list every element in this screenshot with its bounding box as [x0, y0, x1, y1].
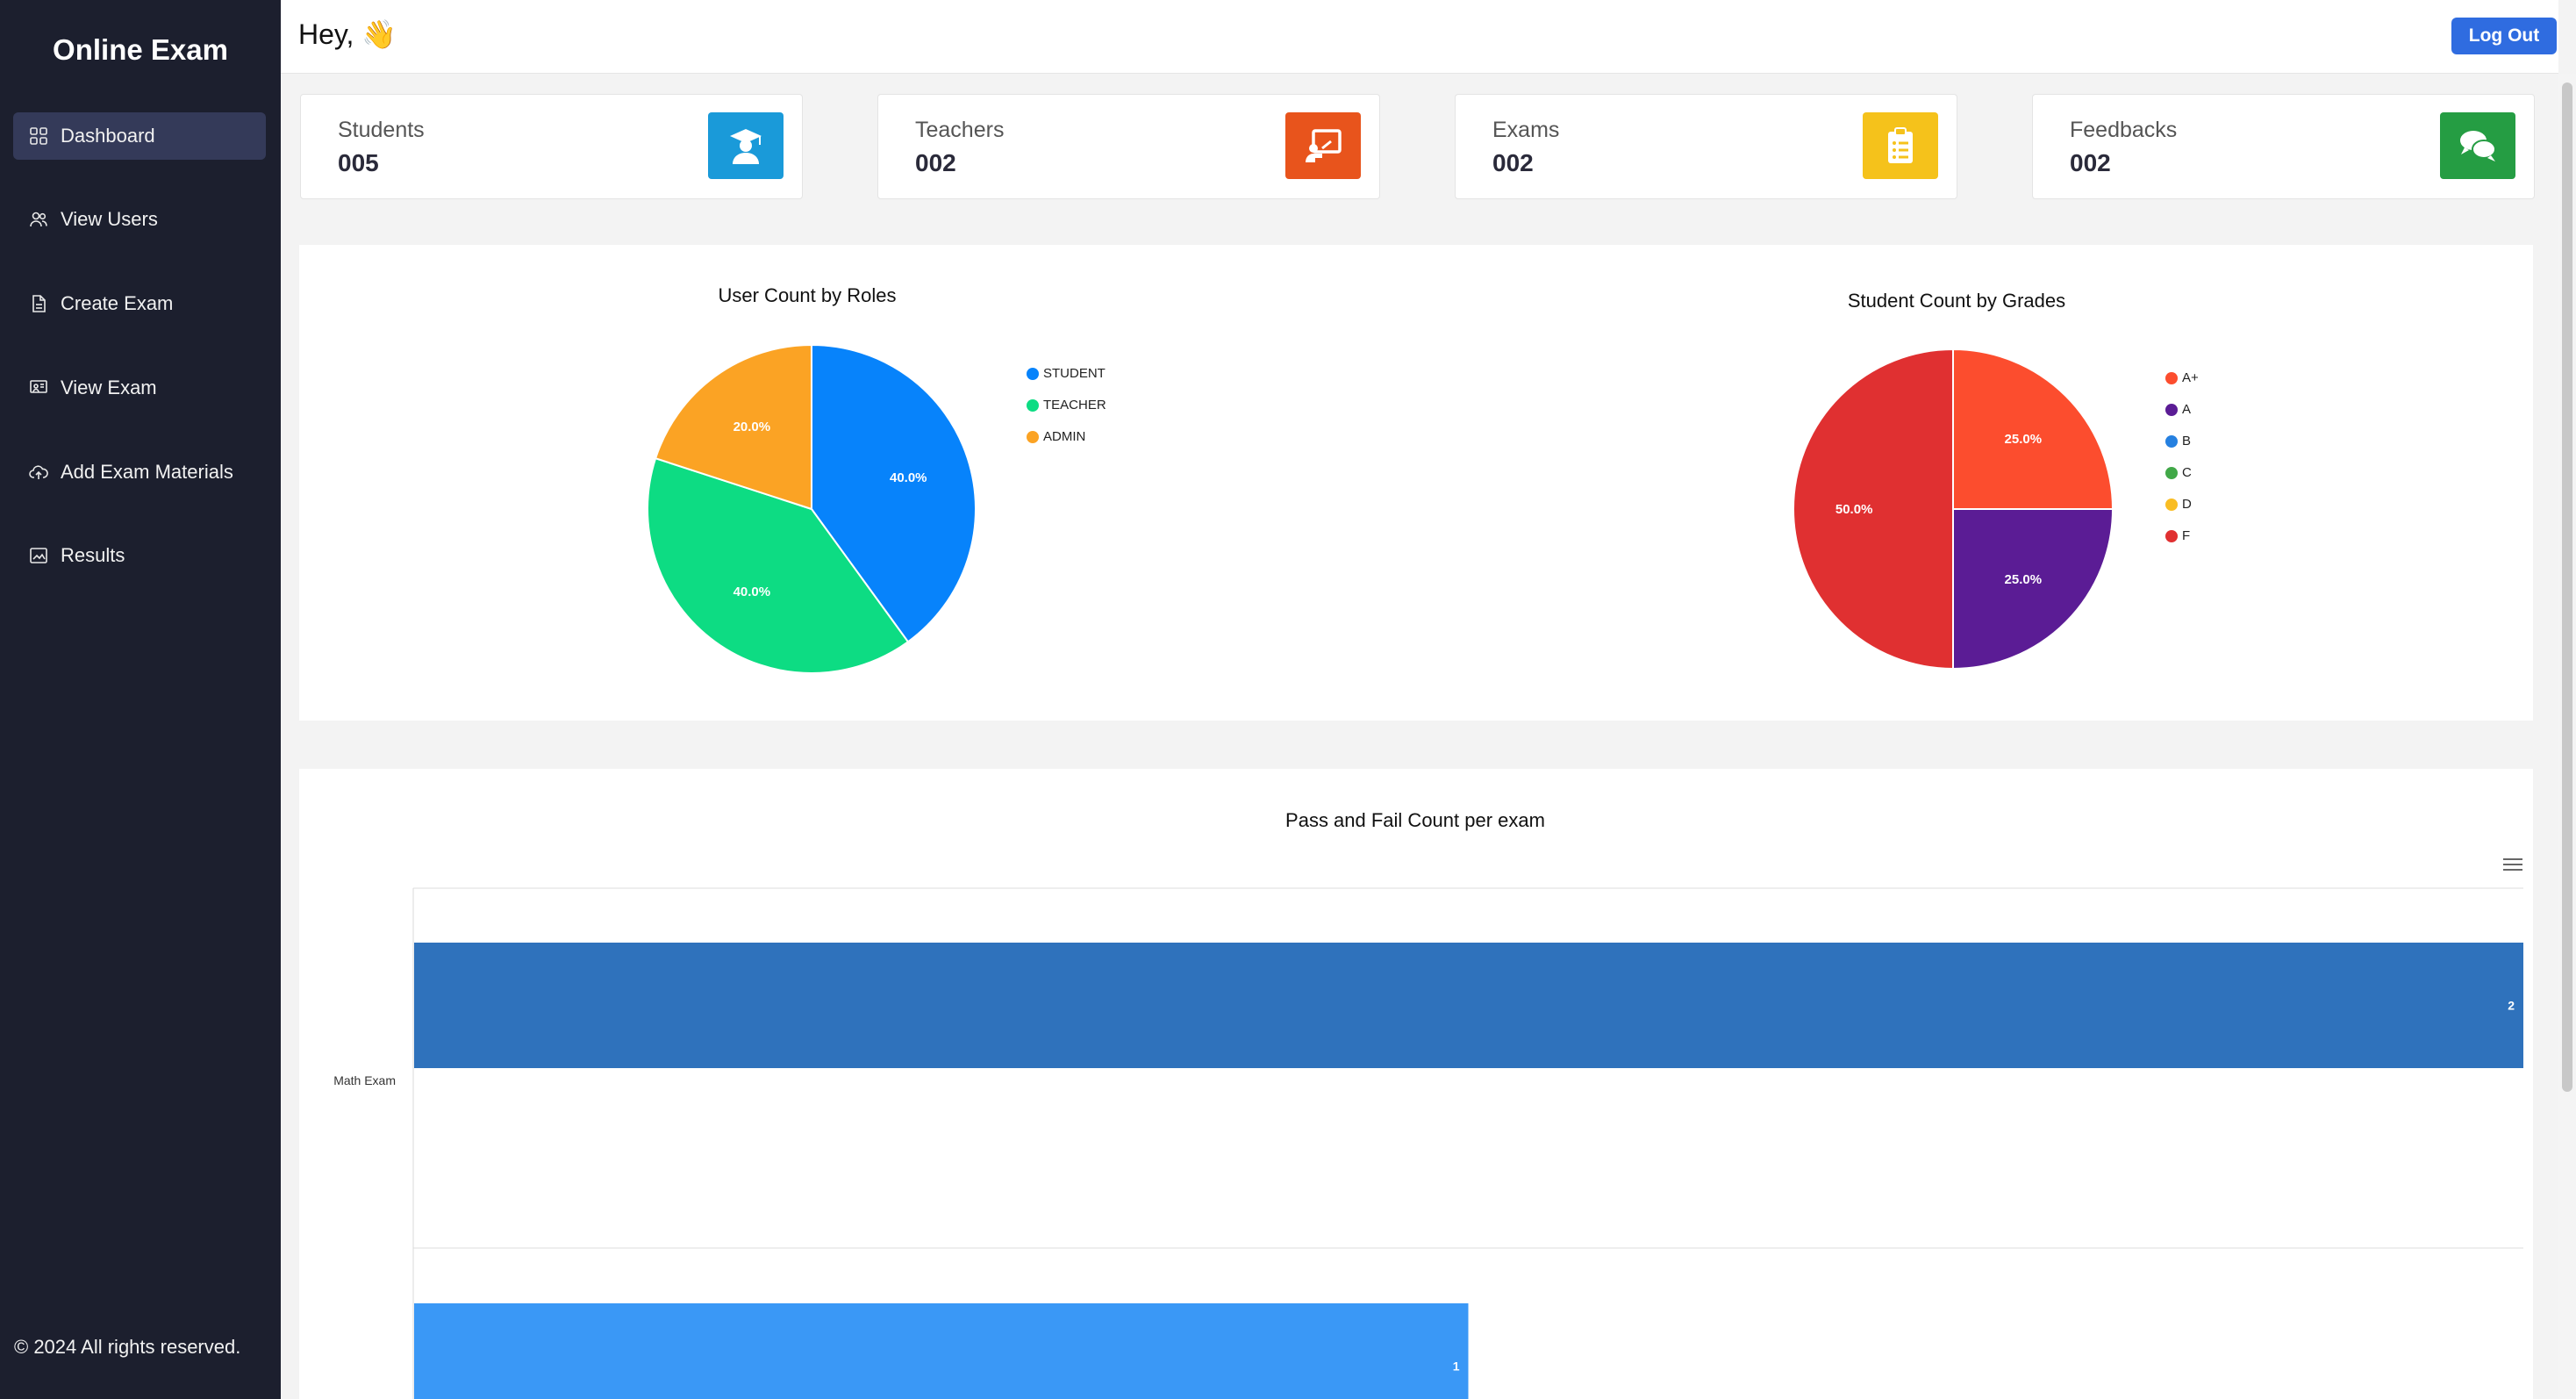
legend-label: B [2182, 434, 2192, 448]
legend-label: ADMIN [1043, 429, 1086, 444]
chart-title: User Count by Roles [718, 284, 897, 306]
pie-data-label: 40.0% [733, 585, 771, 599]
legend-swatch [2165, 371, 2178, 384]
sidebar-item-dashboard[interactable]: Dashboard [13, 112, 266, 160]
chart-title: Student Count by Grades [1847, 290, 2066, 312]
legend-swatch [1027, 367, 1039, 380]
pass-fail-bar-chart: 2 1 Math Exam [333, 887, 2523, 1399]
pie-slice-admin[interactable] [654, 343, 812, 511]
greeting: Hey, 👋 [298, 18, 397, 50]
pie-charts-panel [299, 245, 2533, 721]
top-bar: Hey, 👋 Log Out [281, 0, 2558, 74]
legend-item[interactable]: B [2165, 434, 2191, 448]
roles-pie-chart: 40.0% 40.0% 20.0% [647, 343, 977, 674]
hamburger-icon[interactable] [2503, 858, 2522, 872]
legend-item[interactable]: STUDENT [1027, 366, 1106, 381]
pie-slice-student[interactable] [811, 343, 977, 643]
sidebar-item-add-exam-materials[interactable]: Add Exam Materials [13, 448, 266, 496]
stat-value: 002 [2070, 149, 2111, 176]
pie-data-label: 20.0% [733, 420, 771, 434]
stat-card-teachers: Teachers 002 [877, 94, 1380, 199]
category-label: Math Exam [333, 1073, 396, 1087]
stat-value: 005 [338, 149, 379, 176]
sidebar-item-view-exam[interactable]: View Exam [13, 364, 266, 412]
legend-swatch [1027, 398, 1039, 412]
pie-slice-aplus[interactable] [1952, 348, 2114, 510]
stat-value: 002 [915, 149, 956, 176]
clipboard-list-icon [1863, 112, 1938, 179]
stat-label: Students [338, 118, 425, 142]
stat-card-exams: Exams 002 [1455, 94, 1957, 199]
bar-series-1[interactable] [414, 1303, 1469, 1399]
bar-chart-panel [299, 769, 2533, 1399]
app-title: Online Exam [53, 33, 228, 66]
legend-item[interactable]: TEACHER [1027, 398, 1106, 413]
stat-value: 002 [1492, 149, 1534, 176]
pie-slice-teacher[interactable] [647, 456, 910, 674]
presentation-icon [29, 378, 48, 398]
legend-item[interactable]: ADMIN [1027, 429, 1085, 444]
legend-swatch [1027, 430, 1039, 443]
legend-label: STUDENT [1043, 366, 1106, 381]
sidebar-item-create-exam[interactable]: Create Exam [13, 280, 266, 327]
chart-title: Pass and Fail Count per exam [1285, 809, 1545, 831]
users-icon [29, 210, 48, 229]
sidebar-item-label: Results [61, 544, 125, 566]
sidebar-item-label: View Users [61, 208, 158, 230]
legend-item[interactable]: C [2165, 465, 2192, 480]
grades-pie-chart: 25.0% 25.0% 50.0% [1792, 348, 2114, 671]
copyright-footer: © 2024 All rights reserved. [14, 1336, 241, 1358]
image-chart-icon [29, 546, 48, 565]
logout-button[interactable]: Log Out [2451, 18, 2557, 54]
sidebar-item-label: Dashboard [61, 125, 155, 147]
pie-slice-f[interactable] [1792, 348, 1954, 671]
pie-data-label: 40.0% [890, 470, 927, 485]
grid-icon [29, 126, 48, 146]
legend-swatch [2165, 434, 2178, 448]
sidebar-item-label: View Exam [61, 377, 157, 398]
legend-swatch [2165, 529, 2178, 542]
pie-data-label: 25.0% [2005, 432, 2043, 447]
teacher-board-icon [1285, 112, 1361, 179]
legend-label: A [2182, 402, 2192, 417]
stat-label: Feedbacks [2070, 118, 2178, 142]
legend-swatch [2165, 403, 2178, 416]
sidebar-item-label: Add Exam Materials [61, 461, 233, 483]
legend-label: A+ [2182, 370, 2199, 385]
sidebar-item-label: Create Exam [61, 292, 174, 314]
page-scrollbar[interactable] [2558, 74, 2576, 1399]
scrollbar-thumb[interactable] [2562, 83, 2572, 1092]
stat-label: Teachers [915, 118, 1005, 142]
bar-data-label: 1 [1453, 1360, 1460, 1374]
pie-slice-a[interactable] [1952, 508, 2114, 671]
legend-label: D [2182, 497, 2192, 512]
sidebar-item-results[interactable]: Results [13, 532, 266, 579]
stat-label: Exams [1492, 118, 1560, 142]
legend-item[interactable]: A [2165, 402, 2191, 417]
cloud-upload-icon [29, 463, 48, 482]
stat-card-feedbacks: Feedbacks 002 [2032, 94, 2535, 199]
legend-item[interactable]: D [2165, 497, 2192, 512]
bar-series-0[interactable] [414, 943, 2523, 1068]
chat-bubbles-icon [2440, 112, 2515, 179]
pie-data-label: 50.0% [1835, 502, 1873, 517]
bar-data-label: 2 [2508, 999, 2515, 1013]
document-icon [29, 294, 48, 313]
graduate-icon [708, 112, 784, 179]
legend-label: TEACHER [1043, 398, 1106, 413]
sidebar-item-view-users[interactable]: View Users [13, 196, 266, 243]
pie-data-label: 25.0% [2005, 572, 2043, 587]
legend-swatch [2165, 498, 2178, 511]
legend-swatch [2165, 466, 2178, 479]
legend-label: F [2182, 528, 2191, 543]
legend-item[interactable]: F [2165, 528, 2190, 543]
legend-item[interactable]: A+ [2165, 370, 2199, 385]
sidebar: Online Exam Dashboard View Users Create … [0, 0, 281, 1399]
legend-label: C [2182, 465, 2192, 480]
stat-card-students: Students 005 [300, 94, 803, 199]
